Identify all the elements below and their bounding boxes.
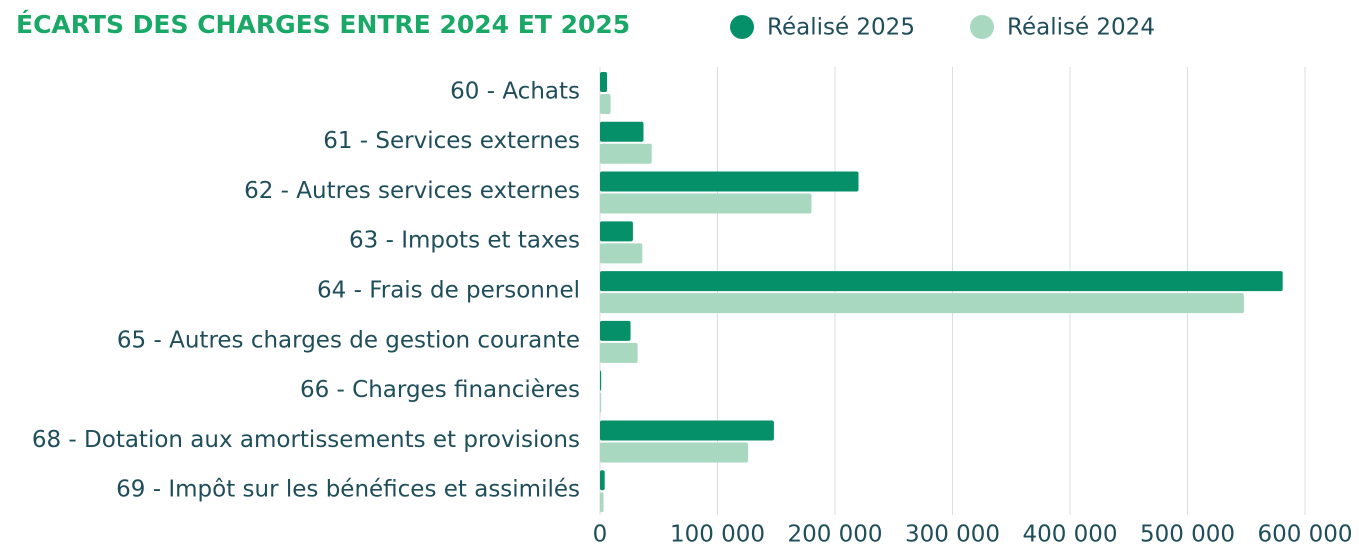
y-tick-label: 63 - Impots et taxes xyxy=(349,228,580,254)
bar xyxy=(600,143,652,164)
y-tick-label: 64 - Frais de personnel xyxy=(317,278,580,304)
y-tick-label: 60 - Achats xyxy=(450,78,580,104)
x-tick-label: 500 000 xyxy=(1140,522,1235,546)
bar xyxy=(600,171,859,192)
x-tick-label: 100 000 xyxy=(670,522,765,546)
legend-label: Réalisé 2024 xyxy=(1007,15,1155,41)
y-tick-label: 66 - Charges financières xyxy=(300,377,580,403)
y-tick-label: 69 - Impôt sur les bénéfices et assimilé… xyxy=(116,477,580,503)
bar xyxy=(600,121,644,142)
legend-swatch xyxy=(730,15,754,39)
bar xyxy=(600,94,611,114)
bar xyxy=(600,221,633,242)
y-tick-label: 62 - Autres services externes xyxy=(244,178,580,204)
bar xyxy=(600,72,608,92)
bar xyxy=(600,442,749,463)
chart-title: ÉCARTS DES CHARGES ENTRE 2024 ET 2025 xyxy=(16,10,630,39)
bar xyxy=(600,370,602,391)
bar xyxy=(600,243,643,264)
x-tick-label: 600 000 xyxy=(1257,522,1352,546)
bar xyxy=(600,293,1244,314)
legend-label: Réalisé 2025 xyxy=(767,15,915,41)
legend-swatch xyxy=(970,15,994,39)
bar xyxy=(600,470,605,491)
x-tick-label: 0 xyxy=(593,522,608,546)
y-tick-label: 68 - Dotation aux amortissements et prov… xyxy=(32,427,580,453)
x-tick-label: 400 000 xyxy=(1022,522,1117,546)
x-tick-label: 200 000 xyxy=(787,522,882,546)
bar xyxy=(600,271,1283,292)
bar xyxy=(600,392,602,413)
y-tick-label: 61 - Services externes xyxy=(323,128,580,154)
bar xyxy=(600,193,812,214)
x-tick-label: 300 000 xyxy=(905,522,1000,546)
bar xyxy=(600,492,604,513)
bar xyxy=(600,420,774,441)
bar xyxy=(600,320,631,341)
y-tick-label: 65 - Autres charges de gestion courante xyxy=(117,327,580,353)
bar xyxy=(600,342,638,363)
